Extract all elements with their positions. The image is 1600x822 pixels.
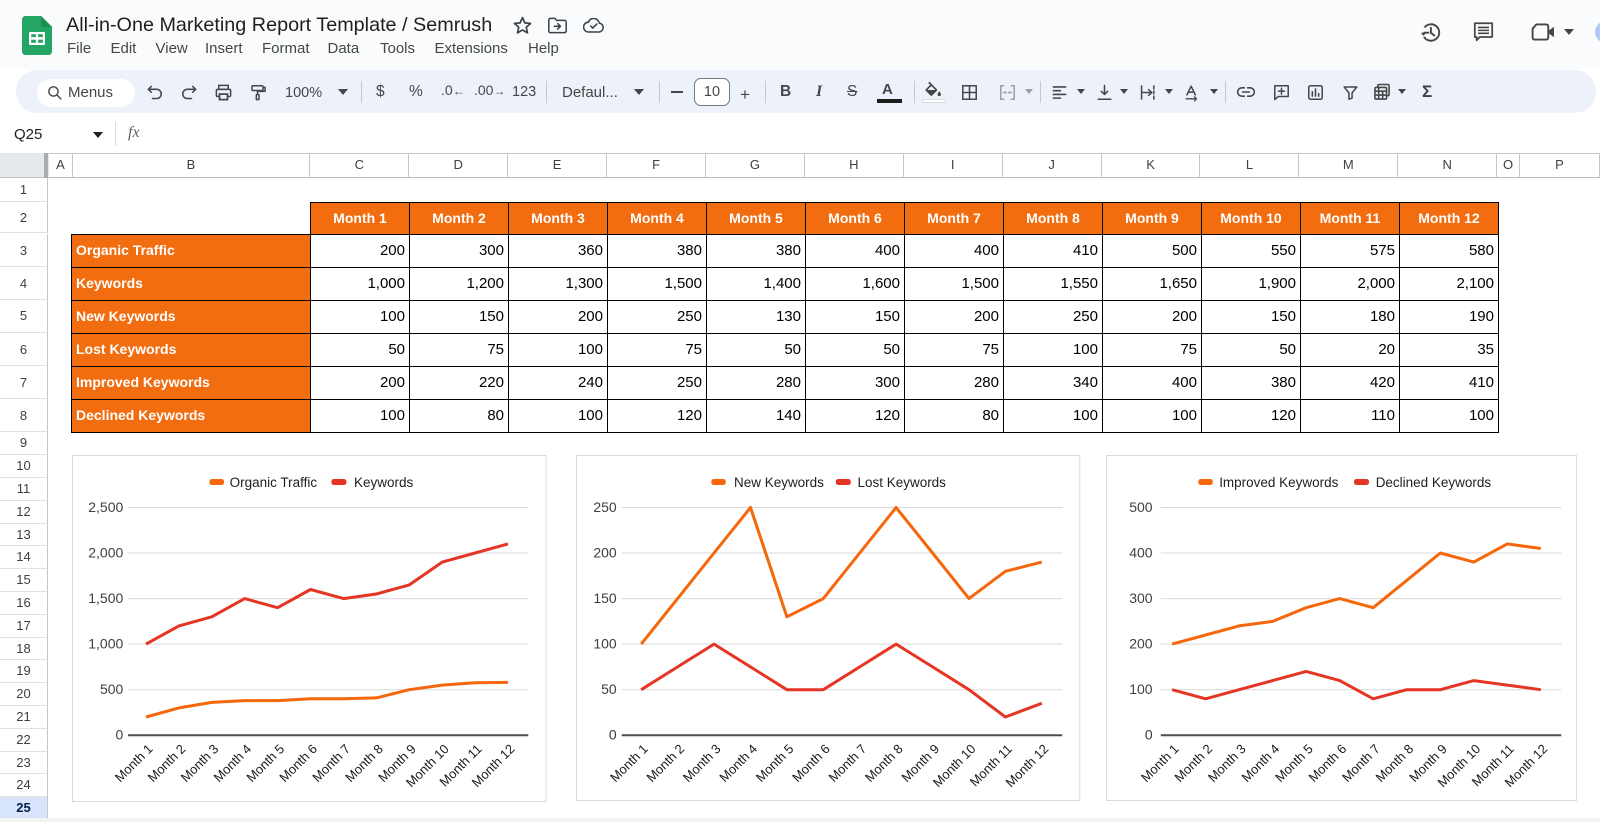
svg-text:100: 100 bbox=[594, 636, 618, 652]
svg-text:1,000: 1,000 bbox=[88, 636, 123, 652]
svg-text:1,500: 1,500 bbox=[88, 590, 123, 606]
svg-text:200: 200 bbox=[1130, 636, 1154, 652]
svg-text:250: 250 bbox=[594, 499, 618, 515]
svg-text:2,500: 2,500 bbox=[88, 499, 123, 515]
svg-text:500: 500 bbox=[1130, 499, 1154, 515]
svg-text:New Keywords: New Keywords bbox=[734, 475, 824, 490]
svg-text:400: 400 bbox=[1130, 545, 1154, 561]
svg-text:200: 200 bbox=[594, 545, 618, 561]
svg-text:50: 50 bbox=[601, 681, 617, 697]
svg-text:0: 0 bbox=[1145, 727, 1153, 743]
svg-text:500: 500 bbox=[100, 681, 124, 697]
svg-text:100: 100 bbox=[1130, 681, 1154, 697]
svg-text:2,000: 2,000 bbox=[88, 545, 123, 561]
svg-text:Keywords: Keywords bbox=[354, 475, 414, 490]
svg-text:Improved Keywords: Improved Keywords bbox=[1219, 475, 1338, 490]
svg-text:150: 150 bbox=[594, 590, 618, 606]
svg-text:0: 0 bbox=[609, 727, 617, 743]
svg-text:Declined Keywords: Declined Keywords bbox=[1376, 475, 1492, 490]
svg-text:0: 0 bbox=[116, 727, 124, 743]
svg-text:Lost Keywords: Lost Keywords bbox=[858, 475, 947, 490]
svg-text:300: 300 bbox=[1130, 590, 1154, 606]
svg-text:Organic Traffic: Organic Traffic bbox=[230, 475, 318, 490]
